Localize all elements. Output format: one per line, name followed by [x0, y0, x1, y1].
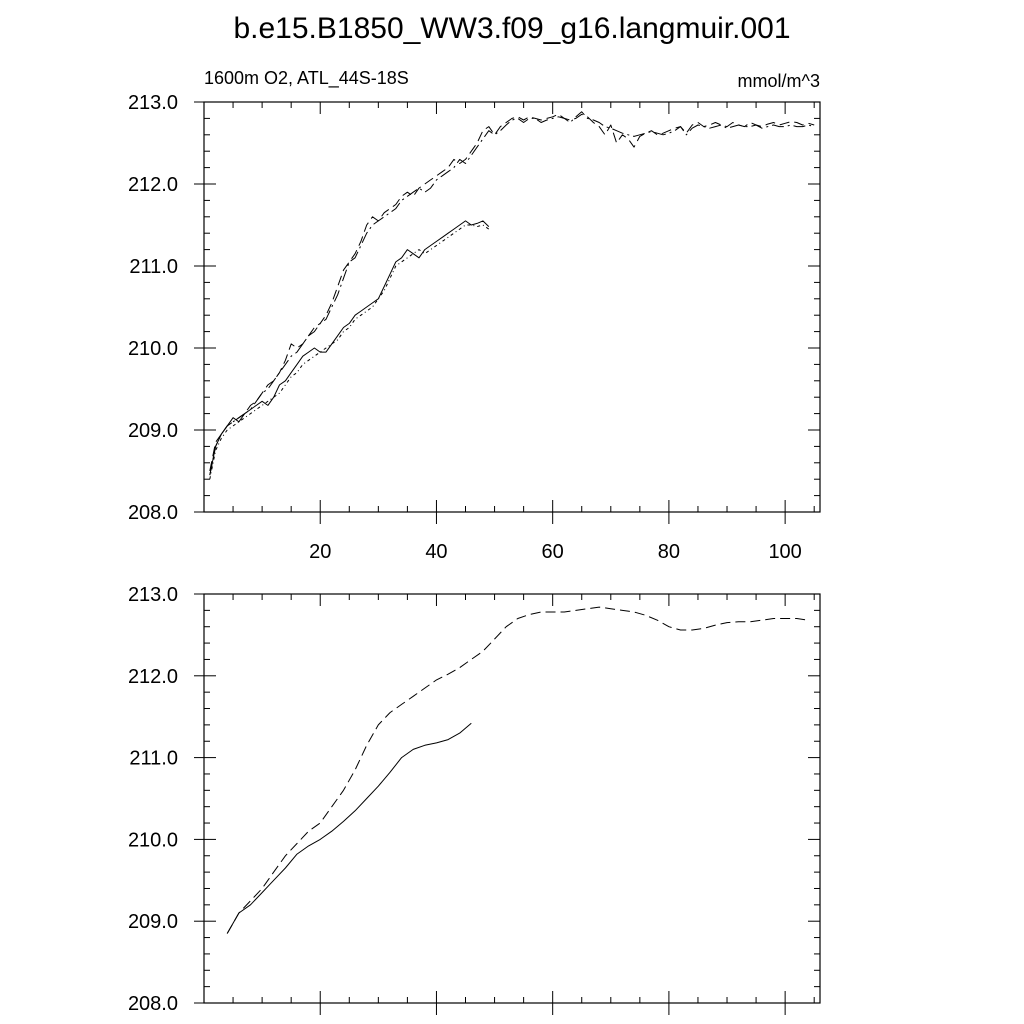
y-tick-label: 210.0 [128, 829, 178, 851]
y-tick-label: 211.0 [129, 748, 178, 770]
y-tick-label: 211.0 [129, 256, 178, 278]
chart-title: b.e15.B1850_WW3.f09_g16.langmuir.001 [233, 12, 790, 45]
series-line-solid [209, 220, 490, 476]
x-tick-label: 100 [768, 541, 801, 563]
y-tick-label: 212.0 [128, 174, 178, 196]
plot-frame [203, 593, 821, 1004]
y-tick-label: 208.0 [128, 502, 178, 524]
y-tick-label: 210.0 [128, 338, 178, 360]
y-tick-label: 213.0 [128, 584, 178, 606]
variable-region-label: 1600m O2, ATL_44S-18S [204, 68, 409, 89]
top-panel: 208.0 209.0 210.0 211.0 212.0 213.0 20 40 60 80 10… [128, 92, 821, 563]
x-tick-label: 60 [542, 541, 564, 563]
y-tick-label: 212.0 [128, 666, 178, 688]
series-line-dash [226, 606, 809, 934]
x-tick-label: 20 [309, 541, 331, 563]
x-tick-label: 80 [658, 541, 680, 563]
plot-frame [203, 101, 821, 513]
y-tick-label: 209.0 [128, 911, 178, 933]
y-tick-label: 208.0 [128, 993, 178, 1015]
y-tick-label: 213.0 [128, 92, 178, 114]
series-line-dashdot [209, 111, 815, 476]
series-line-dashdot2 [209, 224, 490, 480]
units-label: mmol/m^3 [738, 71, 820, 91]
series-line-solid [226, 722, 472, 934]
x-tick-label: 40 [425, 541, 447, 563]
series-line-dash [209, 113, 815, 472]
bottom-panel: 208.0 209.0 210.0 211.0 212.0 213.0 [128, 584, 821, 1015]
y-tick-label: 209.0 [128, 420, 178, 442]
